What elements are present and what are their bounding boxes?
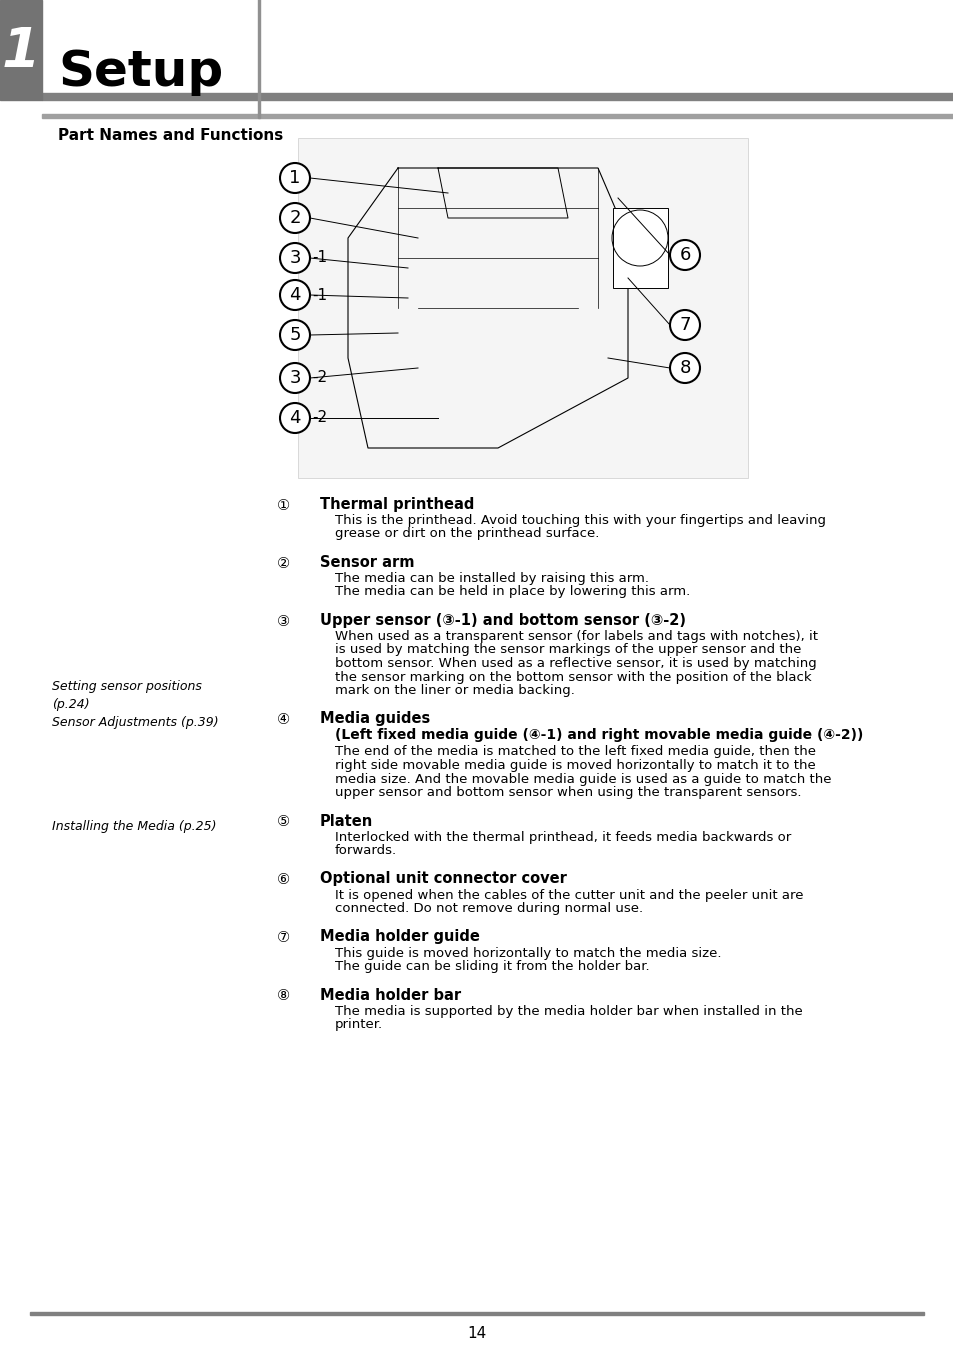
- Text: is used by matching the sensor markings of the upper sensor and the: is used by matching the sensor markings …: [335, 643, 801, 656]
- Circle shape: [280, 243, 310, 274]
- Bar: [257, 0, 260, 119]
- Bar: [0, 0, 42, 100]
- Text: Sensor arm: Sensor arm: [319, 555, 414, 570]
- Circle shape: [280, 163, 310, 193]
- Circle shape: [280, 403, 310, 433]
- Text: 5: 5: [289, 326, 300, 344]
- Text: grease or dirt on the printhead surface.: grease or dirt on the printhead surface.: [335, 527, 598, 541]
- Text: (Left fixed media guide (④-1) and right movable media guide (④-2)): (Left fixed media guide (④-1) and right …: [335, 728, 862, 743]
- Circle shape: [669, 310, 700, 340]
- Text: 4: 4: [289, 286, 300, 305]
- Circle shape: [280, 280, 310, 310]
- Text: -2: -2: [312, 371, 327, 386]
- Text: -1: -1: [312, 287, 327, 302]
- Bar: [613, 208, 667, 288]
- Text: 3: 3: [289, 369, 300, 387]
- Text: mark on the liner or media backing.: mark on the liner or media backing.: [335, 683, 575, 697]
- Text: 1: 1: [2, 26, 40, 80]
- Text: The media can be held in place by lowering this arm.: The media can be held in place by loweri…: [335, 585, 690, 599]
- Text: 4: 4: [289, 408, 300, 427]
- Text: ②: ②: [276, 555, 290, 572]
- Text: Media holder bar: Media holder bar: [319, 988, 460, 1003]
- Circle shape: [280, 319, 310, 350]
- Text: the sensor marking on the bottom sensor with the position of the black: the sensor marking on the bottom sensor …: [335, 670, 811, 683]
- Bar: [42, 115, 953, 119]
- Text: ③: ③: [276, 613, 290, 630]
- Circle shape: [280, 204, 310, 233]
- Text: ⑤: ⑤: [276, 814, 290, 829]
- Text: ①: ①: [276, 497, 290, 514]
- Text: Platen: Platen: [319, 813, 373, 829]
- Text: -2: -2: [312, 411, 327, 426]
- Text: upper sensor and bottom sensor when using the transparent sensors.: upper sensor and bottom sensor when usin…: [335, 786, 801, 799]
- Text: Interlocked with the thermal printhead, it feeds media backwards or: Interlocked with the thermal printhead, …: [335, 830, 790, 844]
- Bar: [297, 137, 747, 479]
- Text: This guide is moved horizontally to match the media size.: This guide is moved horizontally to matc…: [335, 946, 720, 960]
- Text: ⑦: ⑦: [276, 930, 290, 945]
- Text: Installing the Media (p.25): Installing the Media (p.25): [52, 820, 216, 833]
- Text: Setup: Setup: [58, 49, 223, 96]
- Text: Part Names and Functions: Part Names and Functions: [58, 128, 283, 143]
- Text: 6: 6: [679, 245, 690, 264]
- Text: The media can be installed by raising this arm.: The media can be installed by raising th…: [335, 572, 648, 585]
- Text: 1: 1: [289, 168, 300, 187]
- Circle shape: [280, 363, 310, 394]
- Text: When used as a transparent sensor (for labels and tags with notches), it: When used as a transparent sensor (for l…: [335, 630, 817, 643]
- Bar: [30, 1312, 923, 1316]
- Text: connected. Do not remove during normal use.: connected. Do not remove during normal u…: [335, 902, 642, 915]
- Text: ⑧: ⑧: [276, 988, 290, 1003]
- Text: 2: 2: [289, 209, 300, 226]
- Text: media size. And the movable media guide is used as a guide to match the: media size. And the movable media guide …: [335, 772, 831, 786]
- Text: The end of the media is matched to the left fixed media guide, then the: The end of the media is matched to the l…: [335, 745, 815, 759]
- Text: This is the printhead. Avoid touching this with your fingertips and leaving: This is the printhead. Avoid touching th…: [335, 514, 825, 527]
- Text: 14: 14: [467, 1325, 486, 1340]
- Circle shape: [669, 353, 700, 383]
- Text: right side movable media guide is moved horizontally to match it to the: right side movable media guide is moved …: [335, 759, 815, 772]
- Text: ⑥: ⑥: [276, 872, 290, 887]
- Circle shape: [669, 240, 700, 270]
- Text: Upper sensor (③-1) and bottom sensor (③-2): Upper sensor (③-1) and bottom sensor (③-…: [319, 613, 685, 628]
- Text: Media holder guide: Media holder guide: [319, 930, 479, 945]
- Text: Media guides: Media guides: [319, 712, 430, 727]
- Text: ④: ④: [276, 713, 290, 728]
- Text: 3: 3: [289, 249, 300, 267]
- Text: Setting sensor positions
(p.24)
Sensor Adjustments (p.39): Setting sensor positions (p.24) Sensor A…: [52, 679, 218, 729]
- Text: The media is supported by the media holder bar when installed in the: The media is supported by the media hold…: [335, 1004, 801, 1018]
- Text: printer.: printer.: [335, 1018, 383, 1031]
- Text: 7: 7: [679, 315, 690, 334]
- Bar: [42, 93, 953, 100]
- Text: forwards.: forwards.: [335, 844, 396, 857]
- Text: Optional unit connector cover: Optional unit connector cover: [319, 872, 566, 887]
- Text: Thermal printhead: Thermal printhead: [319, 497, 474, 512]
- Text: bottom sensor. When used as a reflective sensor, it is used by matching: bottom sensor. When used as a reflective…: [335, 656, 816, 670]
- Text: The guide can be sliding it from the holder bar.: The guide can be sliding it from the hol…: [335, 960, 649, 973]
- Text: It is opened when the cables of the cutter unit and the peeler unit are: It is opened when the cables of the cutt…: [335, 888, 802, 902]
- Text: -1: -1: [312, 251, 327, 266]
- Text: 8: 8: [679, 359, 690, 377]
